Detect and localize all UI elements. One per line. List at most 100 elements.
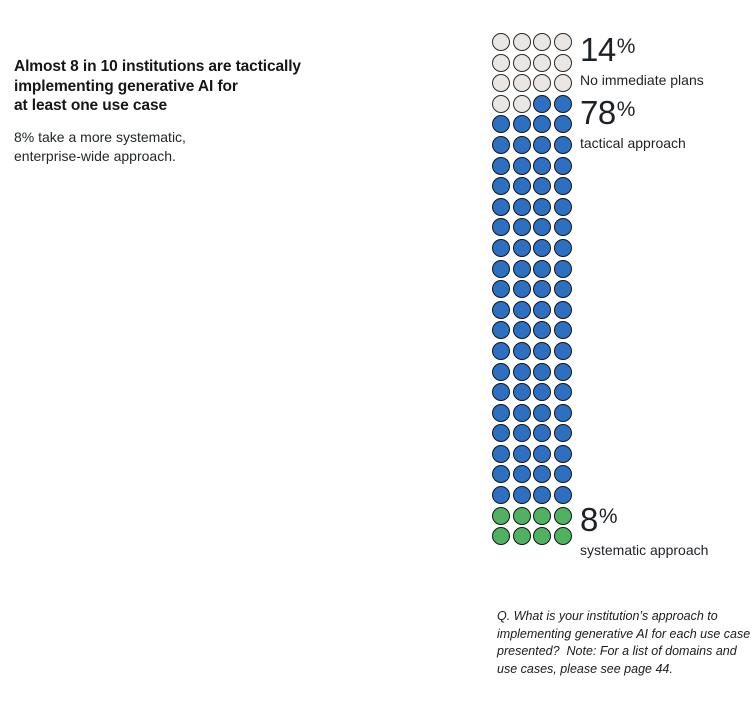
unit-dot-tactical-approach: [533, 444, 551, 463]
unit-dot-systematic-approach: [553, 527, 572, 546]
segment-percent-value: 8: [580, 501, 598, 538]
unit-dot-tactical-approach: [492, 486, 510, 505]
segment-percent-value: 78: [580, 94, 616, 131]
unit-dot-tactical-approach: [512, 115, 531, 134]
unit-dot-systematic-approach: [533, 506, 551, 525]
unit-dot-no-immediate-plans: [533, 33, 551, 51]
unit-dot-tactical-approach: [512, 424, 531, 443]
unit-dot-tactical-approach: [492, 177, 510, 196]
unit-dot-tactical-approach: [553, 403, 572, 422]
unit-dot-tactical-approach: [512, 135, 531, 154]
unit-dot-tactical-approach: [492, 156, 510, 175]
unit-dot-tactical-approach: [492, 341, 510, 360]
unit-dot-tactical-approach: [533, 465, 551, 484]
unit-dot-tactical-approach: [553, 218, 572, 237]
unit-dot-tactical-approach: [533, 94, 551, 113]
unit-dot-tactical-approach: [553, 156, 572, 175]
survey-question-footnote: Q. What is your institution’s approach t…: [497, 609, 751, 677]
unit-dot-tactical-approach: [492, 403, 510, 422]
unit-dot-tactical-approach: [553, 465, 572, 484]
percent-sign: %: [598, 505, 618, 528]
subheadline: 8% take a more systematic, enterprise-wi…: [14, 128, 186, 165]
unit-dot-tactical-approach: [512, 280, 531, 299]
unit-dot-tactical-approach: [533, 300, 551, 319]
unit-dot-tactical-approach: [533, 280, 551, 299]
unit-dot-tactical-approach: [492, 424, 510, 443]
unit-dot-no-immediate-plans: [533, 74, 551, 93]
unit-dot-no-immediate-plans: [553, 74, 572, 93]
unit-dot-tactical-approach: [492, 444, 510, 463]
unit-dot-tactical-approach: [512, 156, 531, 175]
unit-dot-tactical-approach: [553, 341, 572, 360]
unit-dot-tactical-approach: [492, 300, 510, 319]
unit-dot-tactical-approach: [553, 424, 572, 443]
unit-dot-tactical-approach: [553, 197, 572, 216]
unit-dot-tactical-approach: [553, 238, 572, 257]
unit-dot-tactical-approach: [533, 238, 551, 257]
unit-dot-tactical-approach: [492, 383, 510, 402]
unit-dot-tactical-approach: [553, 362, 572, 381]
unit-dot-tactical-approach: [553, 486, 572, 505]
unit-dot-tactical-approach: [492, 238, 510, 257]
unit-dot-tactical-approach: [512, 321, 531, 340]
headline: Almost 8 in 10 institutions are tactical…: [14, 58, 301, 115]
unit-dot-tactical-approach: [492, 197, 510, 216]
unit-dot-no-immediate-plans: [492, 53, 510, 72]
unit-dot-tactical-approach: [533, 259, 551, 278]
segment-name: No immediate plans: [580, 72, 704, 88]
unit-dot-tactical-approach: [512, 259, 531, 278]
unit-dot-tactical-approach: [533, 135, 551, 154]
unit-dot-tactical-approach: [533, 115, 551, 134]
unit-dot-tactical-approach: [553, 383, 572, 402]
unit-dot-tactical-approach: [553, 444, 572, 463]
unit-dot-tactical-approach: [533, 403, 551, 422]
segment-percent-value: 14: [580, 31, 616, 68]
unit-dot-tactical-approach: [512, 218, 531, 237]
unit-dot-no-immediate-plans: [512, 74, 531, 93]
unit-dot-tactical-approach: [553, 280, 572, 299]
unit-dot-no-immediate-plans: [533, 53, 551, 72]
unit-dot-tactical-approach: [533, 156, 551, 175]
unit-dot-tactical-approach: [533, 383, 551, 402]
segment-percent: 8%: [580, 501, 708, 540]
unit-dot-systematic-approach: [492, 506, 510, 525]
segment-name: tactical approach: [580, 135, 686, 151]
unit-dot-tactical-approach: [553, 177, 572, 196]
unit-dot-systematic-approach: [492, 527, 510, 546]
unit-dot-tactical-approach: [492, 218, 510, 237]
unit-dot-tactical-approach: [553, 259, 572, 278]
unit-dot-tactical-approach: [512, 238, 531, 257]
unit-dot-no-immediate-plans: [492, 33, 510, 51]
unit-dot-tactical-approach: [533, 321, 551, 340]
unit-dot-no-immediate-plans: [553, 33, 572, 51]
segment-label-systematic-approach: 8% systematic approach: [580, 501, 708, 558]
unit-dot-tactical-approach: [492, 280, 510, 299]
unit-dot-tactical-approach: [533, 341, 551, 360]
unit-dot-tactical-approach: [492, 321, 510, 340]
unit-dot-tactical-approach: [533, 362, 551, 381]
unit-dot-tactical-approach: [492, 259, 510, 278]
unit-dot-tactical-approach: [492, 465, 510, 484]
unit-dot-systematic-approach: [533, 527, 551, 546]
unit-dot-tactical-approach: [553, 94, 572, 113]
unit-dot-no-immediate-plans: [512, 53, 531, 72]
unit-dot-tactical-approach: [553, 115, 572, 134]
unit-dot-tactical-approach: [512, 341, 531, 360]
unit-dot-tactical-approach: [512, 403, 531, 422]
unit-dot-tactical-approach: [533, 486, 551, 505]
dot-grid: [492, 33, 572, 546]
unit-dot-systematic-approach: [512, 527, 531, 546]
unit-dot-tactical-approach: [492, 135, 510, 154]
percent-sign: %: [616, 98, 636, 121]
segment-percent: 14%: [580, 31, 704, 70]
unit-dot-tactical-approach: [553, 135, 572, 154]
segment-label-no-immediate-plans: 14% No immediate plans: [580, 31, 704, 88]
unit-dot-no-immediate-plans: [512, 94, 531, 113]
segment-label-tactical-approach: 78% tactical approach: [580, 94, 686, 151]
unit-dot-tactical-approach: [512, 486, 531, 505]
unit-dot-tactical-approach: [533, 218, 551, 237]
unit-dot-tactical-approach: [512, 444, 531, 463]
unit-dot-tactical-approach: [492, 362, 510, 381]
unit-dot-tactical-approach: [533, 424, 551, 443]
